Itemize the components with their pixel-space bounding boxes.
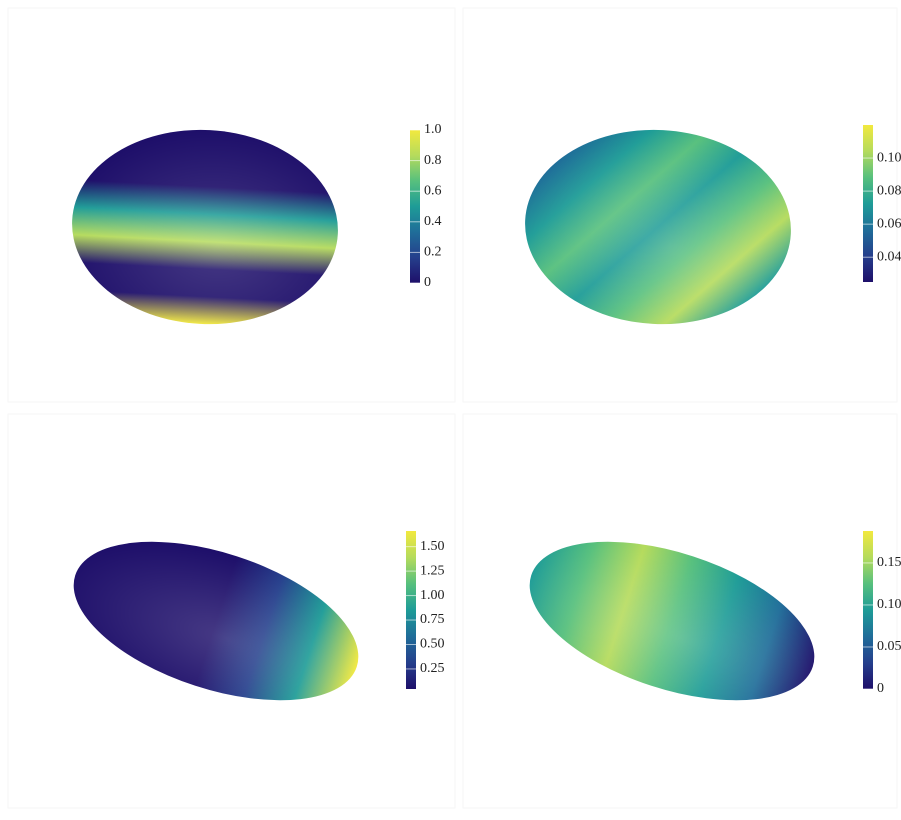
- colorbar-tick-label: 1.50: [420, 539, 445, 554]
- colorbar-tick-label: 0.50: [420, 637, 445, 652]
- colorbar-tick-label: 0.75: [420, 612, 445, 627]
- colorbar: [863, 125, 873, 282]
- colorbar-tick-label: 0.2: [424, 245, 442, 260]
- colorbar-tick-label: 0.08: [877, 183, 901, 198]
- colorbar-tick-label: 1.0: [424, 122, 442, 137]
- colorbar-tick-label: 0.05: [877, 639, 901, 654]
- colorbar: [406, 531, 416, 689]
- colorbar-tick-label: 0.8: [424, 153, 442, 168]
- colorbar-tick-label: 0.06: [877, 216, 901, 231]
- colorbar-tick-label: 0.15: [877, 555, 901, 570]
- colorbar-tick-label: 1.00: [420, 588, 445, 603]
- colorbar-tick-label: 0: [424, 275, 431, 290]
- colorbar-tick-label: 0.6: [424, 183, 442, 198]
- colorbar-tick-label: 0.25: [420, 661, 445, 676]
- colorbar-tick-label: 1.25: [420, 563, 445, 578]
- figure: 0 0.2 0.4 0.6 0.8 1.0 0.04 0.06 0.08 0.10 0.25 0.50…: [0, 0, 901, 820]
- colorbar-tick-label: 0.4: [424, 214, 442, 229]
- colorbar-tick-label: 0.10: [877, 597, 901, 612]
- colorbar-tick-label: 0.10: [877, 150, 901, 165]
- colorbar-tick-label: 0: [877, 681, 884, 696]
- colorbar-tick-label: 0.04: [877, 249, 901, 264]
- colorbar: [410, 130, 420, 283]
- colorbar: [863, 531, 873, 689]
